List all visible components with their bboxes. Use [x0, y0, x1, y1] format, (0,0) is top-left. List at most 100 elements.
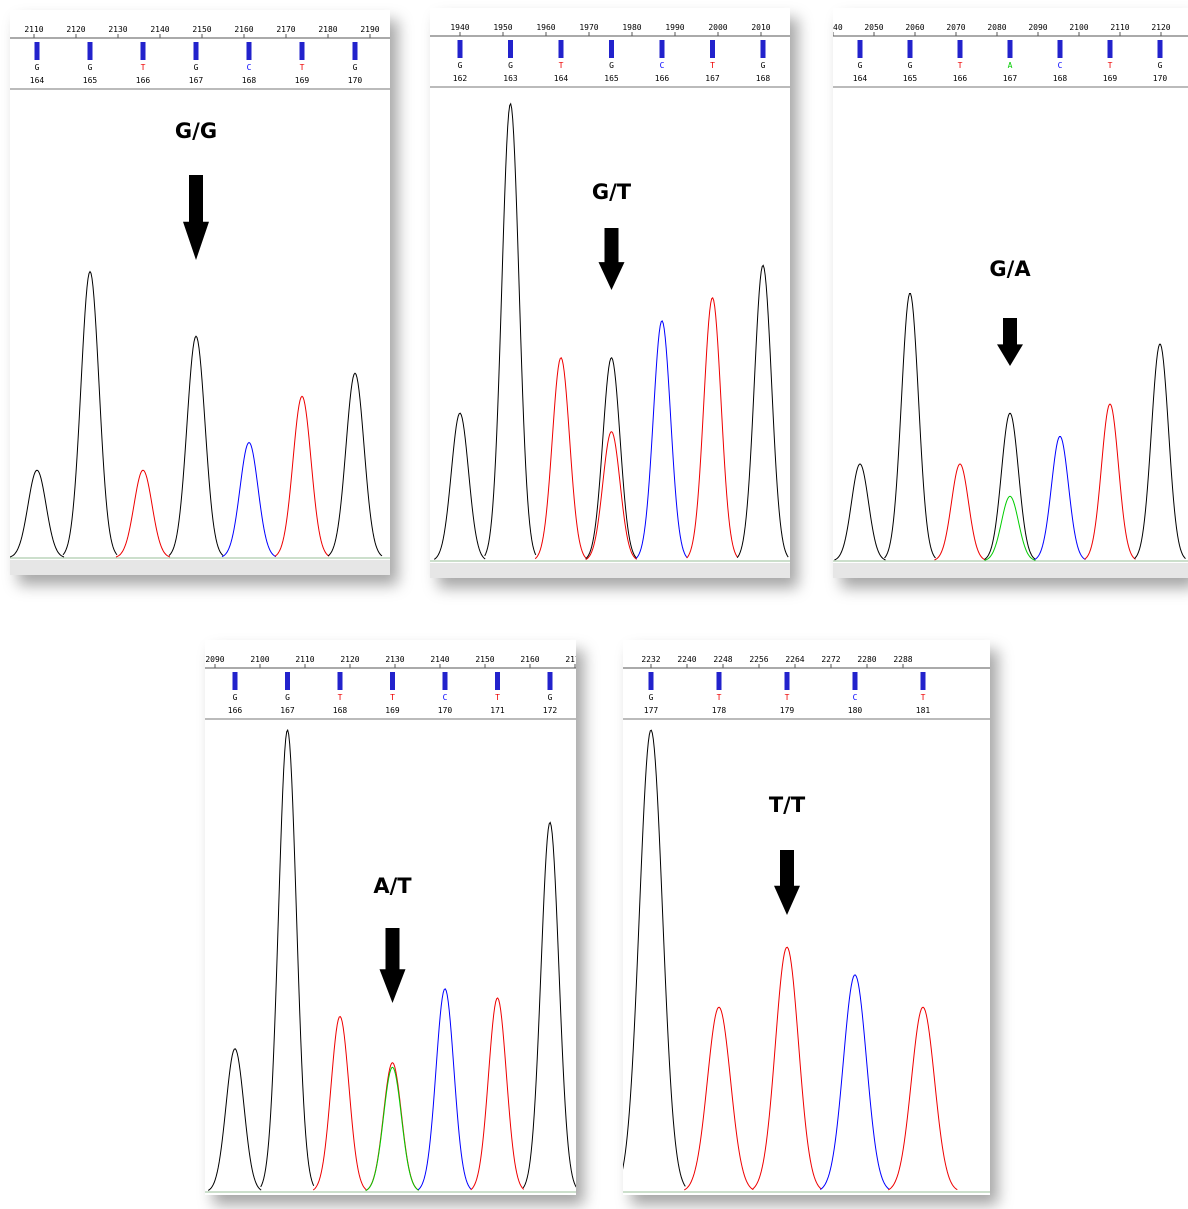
scale-label: 2170: [276, 25, 295, 34]
base-call: G: [458, 61, 463, 70]
base-call: G: [609, 61, 614, 70]
trace-peak: [820, 975, 889, 1190]
base-position: 167: [705, 74, 720, 83]
trace-peak: [261, 730, 314, 1187]
base-position: 164: [30, 76, 45, 85]
trace-peak: [208, 1049, 261, 1191]
base-position: 177: [644, 706, 659, 715]
trace-peak: [623, 730, 685, 1187]
base-position: 168: [756, 74, 771, 83]
trace-peak: [985, 496, 1036, 560]
scale-label: 2120: [66, 25, 85, 34]
base-call: C: [660, 61, 665, 70]
base-position: 168: [333, 706, 348, 715]
quality-bar: [233, 672, 238, 690]
base-position: 165: [604, 74, 619, 83]
quality-bar: [495, 672, 500, 690]
base-call: T: [785, 693, 790, 702]
scale-label: 2110: [1110, 23, 1129, 32]
arrow: [599, 228, 625, 290]
chromatogram: 209021002110212021302140215021602170G166…: [205, 640, 576, 1195]
trace-peak: [752, 947, 821, 1189]
base-call: T: [141, 63, 146, 72]
scale-label: 2050: [864, 23, 883, 32]
scale-label: 2160: [234, 25, 253, 34]
chromatogram-panel: 209021002110212021302140215021602170G166…: [205, 640, 576, 1195]
trace-peak: [63, 272, 117, 555]
bottom-band: [430, 563, 790, 578]
scale-label: 2010: [751, 23, 770, 32]
base-position: 165: [83, 76, 98, 85]
quality-bar: [761, 40, 766, 58]
trace-peak: [737, 265, 788, 557]
base-position: 169: [1103, 74, 1118, 83]
base-position: 167: [280, 706, 295, 715]
scale-label: 2100: [250, 655, 269, 664]
base-position: 170: [348, 76, 363, 85]
arrow: [183, 175, 209, 260]
base-call: T: [1108, 61, 1113, 70]
base-call: G: [194, 63, 199, 72]
quality-bar: [300, 42, 305, 60]
trace-peak: [1035, 437, 1086, 560]
base-position: 178: [712, 706, 727, 715]
scale-label: 2000: [708, 23, 727, 32]
base-call: T: [300, 63, 305, 72]
scale-label: 2180: [318, 25, 337, 34]
quality-bar: [785, 672, 790, 690]
quality-bar: [353, 42, 358, 60]
scale-label: 2120: [1151, 23, 1170, 32]
base-call: G: [35, 63, 40, 72]
quality-bar: [35, 42, 40, 60]
scale-label: 1970: [579, 23, 598, 32]
base-call: G: [649, 693, 654, 702]
trace-peak: [434, 413, 485, 559]
trace-peak: [328, 373, 382, 556]
scale-label: 2060: [905, 23, 924, 32]
scale-label: 1980: [622, 23, 641, 32]
base-call: T: [495, 693, 500, 702]
base-call: G: [233, 693, 238, 702]
scale-label: 2150: [192, 25, 211, 34]
trace-peak: [222, 443, 276, 557]
base-position: 169: [295, 76, 310, 85]
quality-bar: [1058, 40, 1063, 58]
scale-label: 2080: [987, 23, 1006, 32]
base-call: G: [548, 693, 553, 702]
arrow: [997, 318, 1023, 366]
scale-label: 2232: [641, 655, 660, 664]
trace-peak: [116, 470, 170, 557]
scale-label: 1990: [665, 23, 684, 32]
scale-label: 2070: [946, 23, 965, 32]
trace-peak: [636, 321, 687, 558]
quality-bar: [858, 40, 863, 58]
trace-peak: [169, 336, 223, 555]
scale-label: 1950: [493, 23, 512, 32]
scale-label: 2140: [150, 25, 169, 34]
scale-label: 2090: [1028, 23, 1047, 32]
scale-label: 2150: [475, 655, 494, 664]
scale-label: 2160: [520, 655, 539, 664]
scale-label: 2110: [295, 655, 314, 664]
base-position: 168: [242, 76, 257, 85]
quality-bar: [710, 40, 715, 58]
base-position: 166: [655, 74, 670, 83]
base-position: 167: [189, 76, 204, 85]
base-position: 166: [953, 74, 968, 83]
trace-peak: [985, 413, 1036, 559]
page: 211021202130214021502160217021802190G164…: [0, 0, 1188, 1209]
quality-bar: [559, 40, 564, 58]
quality-bar: [458, 40, 463, 58]
trace-peak: [366, 1063, 419, 1191]
base-position: 165: [903, 74, 918, 83]
base-call: G: [88, 63, 93, 72]
scale-label: 2256: [749, 655, 768, 664]
quality-bar: [88, 42, 93, 60]
trace-peak: [523, 823, 576, 1188]
quality-bar: [717, 672, 722, 690]
trace-peak: [684, 1007, 753, 1190]
quality-bar: [921, 672, 926, 690]
base-position: 181: [916, 706, 931, 715]
quality-bar: [660, 40, 665, 58]
